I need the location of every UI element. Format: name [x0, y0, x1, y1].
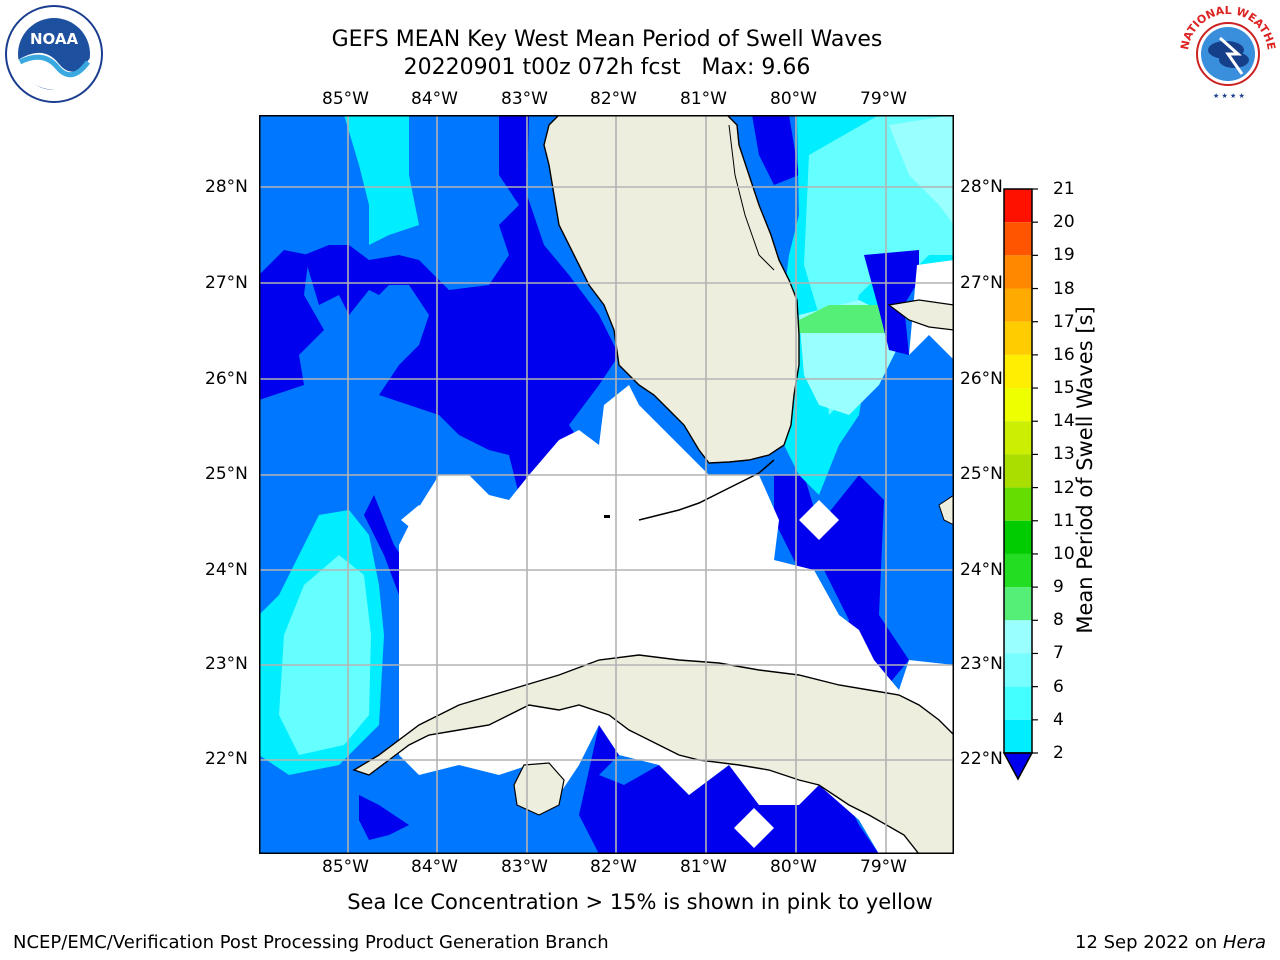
colorbar-tick-label: 17 — [1053, 311, 1075, 332]
colorbar-tick-label: 10 — [1053, 543, 1075, 564]
chart-title: GEFS MEAN Key West Mean Period of Swell … — [331, 27, 883, 52]
swell-cyan-north — [344, 115, 419, 245]
map-frame — [259, 115, 954, 854]
sea-ice-note: Sea Ice Concentration > 15% is shown in … — [347, 890, 933, 914]
land-bahamas — [887, 299, 954, 331]
swell-dark-caribbean — [579, 725, 879, 854]
lon-label-bottom: 80°W — [770, 857, 817, 877]
lat-label-right: 22°N — [960, 749, 1003, 769]
colorbar-label: Mean Period of Swell Waves [s] — [1073, 306, 1097, 634]
lon-label-top: 84°W — [411, 89, 458, 109]
lat-label-left: 24°N — [205, 560, 248, 580]
lon-label-bottom: 81°W — [680, 857, 727, 877]
lon-label-bottom: 84°W — [411, 857, 458, 877]
lat-label-right: 27°N — [960, 273, 1003, 293]
colorbar-tick-label: 4 — [1053, 709, 1064, 730]
lat-label-right: 24°N — [960, 560, 1003, 580]
colorbar-tick-label: 13 — [1053, 444, 1075, 465]
swell-dark-shelf — [304, 115, 619, 495]
colorbar-tick-label: 16 — [1053, 344, 1075, 365]
colorbar-segment — [1004, 653, 1032, 687]
lon-label-top: 80°W — [770, 89, 817, 109]
noaa-logo: NOAA — [4, 4, 104, 104]
lat-label-right: 23°N — [960, 654, 1003, 674]
land-andros — [938, 494, 954, 526]
colorbar-segment — [1004, 587, 1032, 621]
lat-label-left: 27°N — [205, 273, 248, 293]
colorbar-segment — [1004, 454, 1032, 488]
lat-label-left: 22°N — [205, 749, 248, 769]
colorbar-tick-label: 14 — [1053, 411, 1075, 432]
nodata-diamond-2 — [799, 500, 839, 540]
lon-label-top: 83°W — [501, 89, 548, 109]
colorbar-segment — [1004, 487, 1032, 521]
colorbar-tick-label: 11 — [1053, 510, 1075, 531]
colorbar-segment — [1004, 719, 1032, 753]
footer-left: NCEP/EMC/Verification Post Processing Pr… — [13, 932, 609, 953]
swell-dark-west — [259, 250, 324, 400]
colorbar-segment — [1004, 189, 1032, 223]
lat-label-left: 25°N — [205, 464, 248, 484]
noaa-logo-text: NOAA — [30, 30, 79, 48]
colorbar-segment — [1004, 388, 1032, 422]
lat-label-left: 28°N — [205, 177, 248, 197]
swell-dark-pocket — [359, 795, 409, 840]
footer-host: Hera — [1222, 932, 1266, 953]
lat-label-right: 28°N — [960, 177, 1003, 197]
colorbar-segment — [1004, 686, 1032, 720]
land-cuba — [352, 654, 954, 854]
svg-text:★ ★ ★ ★: ★ ★ ★ ★ — [1213, 92, 1245, 100]
nodata-diamond-1 — [401, 505, 437, 535]
lake-okeechobee-coast — [728, 124, 775, 271]
lat-label-left: 26°N — [205, 369, 248, 389]
lon-label-top: 81°W — [680, 89, 727, 109]
colorbar-tick-label: 19 — [1053, 245, 1075, 266]
colorbar-tick-label: 6 — [1053, 676, 1064, 697]
colorbar-segment — [1004, 321, 1032, 355]
colorbar-under-arrow — [1002, 752, 1034, 781]
colorbar-segment — [1004, 222, 1032, 256]
colorbar-segment — [1004, 288, 1032, 322]
swell-dark-eastcoast — [752, 115, 799, 185]
colorbar-segment — [1004, 421, 1032, 455]
lon-label-top: 85°W — [322, 89, 369, 109]
nws-logo: NATIONAL WEATHER SERVICE ★ ★ ★ ★ — [1174, 0, 1278, 104]
lat-label-right: 26°N — [960, 369, 1003, 389]
footer-date: 12 Sep 2022 on — [1075, 932, 1223, 953]
graticule — [259, 115, 954, 854]
colorbar-segment — [1004, 354, 1032, 389]
colorbar-segment — [1004, 620, 1032, 654]
colorbar-tick-label: 7 — [1053, 643, 1064, 664]
swell-green-band — [799, 305, 889, 333]
colorbar-segment — [1004, 520, 1032, 554]
footer-right: 12 Sep 2022 on Hera — [1075, 932, 1266, 953]
colorbar-tick-label: 8 — [1053, 610, 1064, 631]
colorbar-segment — [1004, 553, 1032, 588]
swell-palecyan-atlantic — [889, 115, 954, 225]
colorbar-segment — [1004, 255, 1032, 289]
nodata-diamond-3 — [734, 808, 774, 848]
lon-label-bottom: 83°W — [501, 857, 548, 877]
colorbar-tick-label: 2 — [1053, 743, 1064, 763]
lon-label-top: 79°W — [860, 89, 907, 109]
lon-label-bottom: 82°W — [590, 857, 637, 877]
map-plot-area — [259, 115, 954, 854]
colorbar-tick-label: 15 — [1053, 378, 1075, 399]
colorbar-tick-label: 21 — [1053, 179, 1075, 199]
colorbar-tick-label: 20 — [1053, 212, 1075, 233]
chart-subtitle: 20220901 t00z 072h fcst Max: 9.66 — [403, 55, 811, 80]
colorbar — [1000, 185, 1080, 785]
colorbar-tick-label: 12 — [1053, 477, 1075, 498]
key-islet — [604, 515, 610, 518]
lat-label-right: 25°N — [960, 464, 1003, 484]
lat-label-left: 23°N — [205, 654, 248, 674]
colorbar-tick-label: 18 — [1053, 278, 1075, 299]
lon-label-top: 82°W — [590, 89, 637, 109]
land-florida — [543, 115, 800, 464]
lon-label-bottom: 79°W — [860, 857, 907, 877]
colorbar-frame — [1003, 188, 1033, 754]
colorbar-tick-label: 9 — [1053, 577, 1064, 598]
lon-label-bottom: 85°W — [322, 857, 369, 877]
swell-dark-atlantic — [864, 250, 919, 355]
